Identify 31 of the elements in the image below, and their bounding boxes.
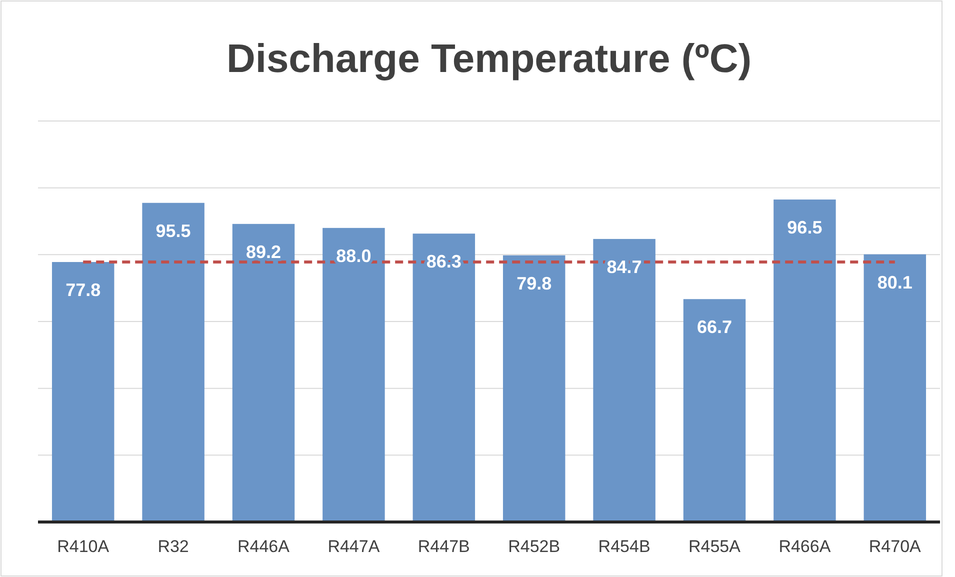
bar bbox=[864, 254, 926, 522]
bar bbox=[683, 299, 746, 522]
bar bbox=[322, 228, 385, 522]
x-tick-label: R470A bbox=[868, 537, 922, 556]
x-tick-label: R410A bbox=[57, 537, 110, 556]
data-label: 80.1 bbox=[877, 272, 912, 292]
bar bbox=[593, 238, 656, 522]
x-tick-label: R452B bbox=[508, 537, 560, 556]
bar bbox=[774, 200, 836, 522]
bar bbox=[412, 234, 476, 522]
data-label: 89.2 bbox=[246, 242, 282, 262]
data-label: 96.5 bbox=[787, 218, 822, 238]
chart-title: Discharge Temperature (ºC) bbox=[226, 37, 752, 81]
x-tick-label: R455A bbox=[688, 537, 742, 556]
data-label: 84.7 bbox=[606, 256, 642, 277]
data-label: 95.5 bbox=[156, 220, 191, 241]
data-label: 77.8 bbox=[66, 280, 101, 300]
x-tick-label: R447B bbox=[418, 537, 470, 556]
x-tick-label: R447A bbox=[328, 537, 380, 556]
data-label: 66.7 bbox=[696, 317, 732, 338]
x-tick-label: R32 bbox=[158, 537, 189, 556]
x-tick-label: R466A bbox=[778, 537, 832, 556]
bar bbox=[502, 255, 566, 522]
data-label: 79.8 bbox=[516, 273, 552, 294]
bar bbox=[52, 262, 114, 522]
data-label: 86.3 bbox=[426, 252, 462, 272]
x-tick-label: R454B bbox=[598, 537, 650, 556]
data-label: 88.0 bbox=[336, 246, 372, 266]
x-tick-label: R446A bbox=[238, 537, 290, 556]
bar bbox=[142, 202, 204, 522]
bar bbox=[232, 224, 295, 522]
